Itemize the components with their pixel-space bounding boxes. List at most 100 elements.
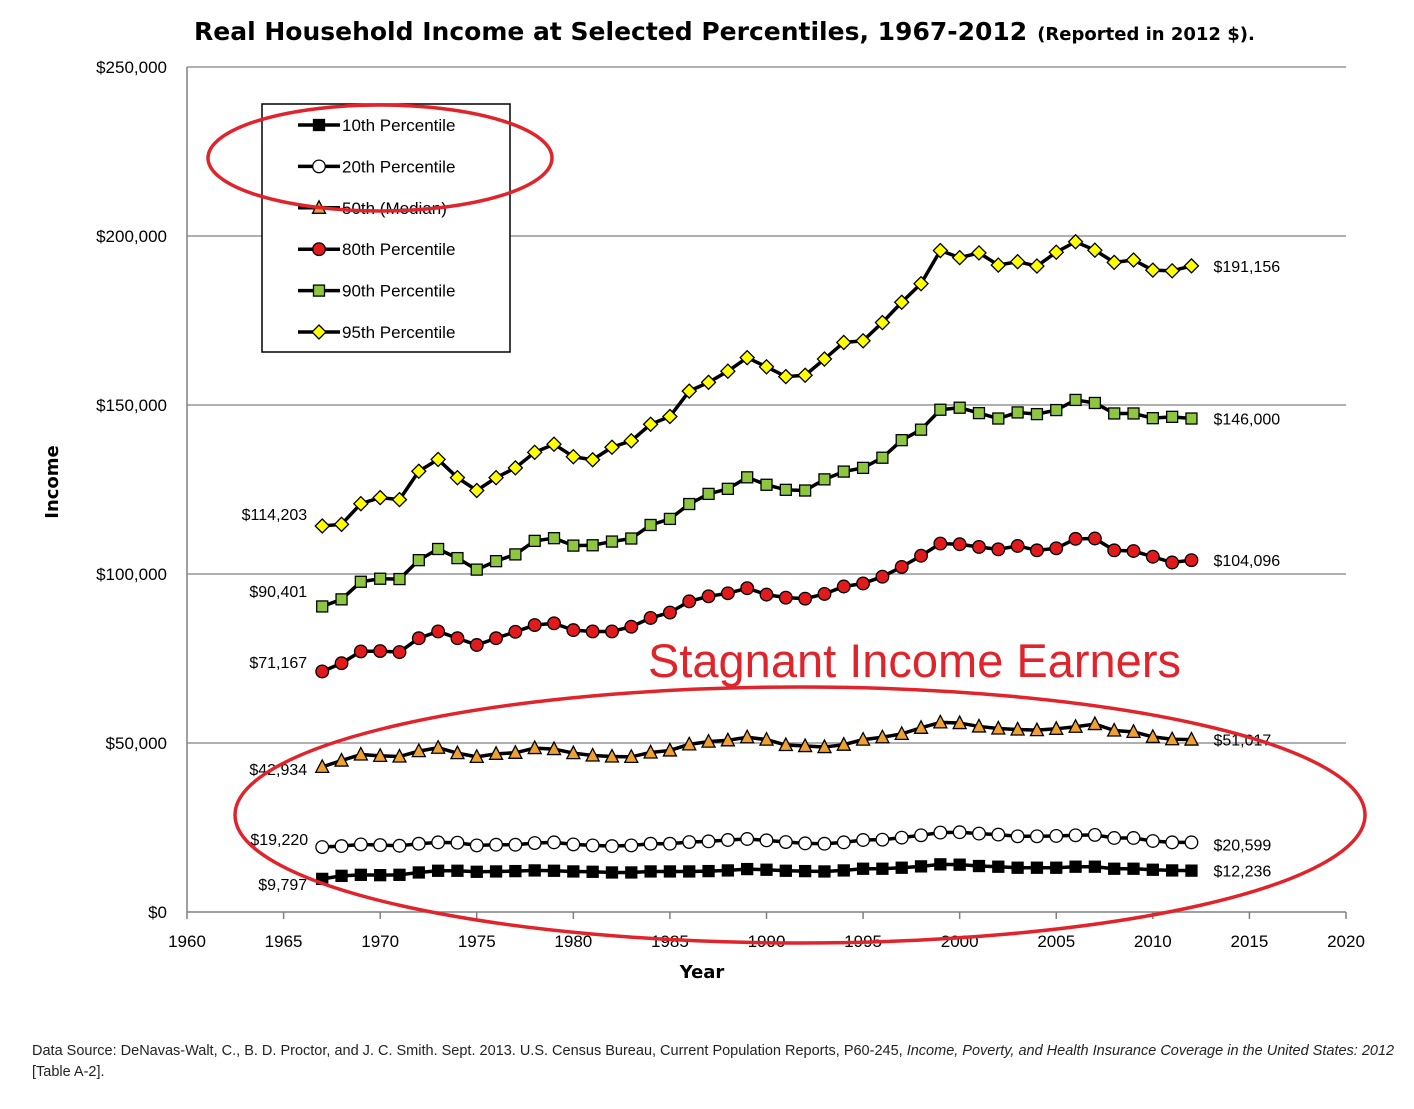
data-point (528, 864, 541, 877)
series-90th-percentile (316, 393, 1198, 613)
data-point (683, 865, 696, 878)
data-point (914, 828, 928, 843)
data-point (391, 748, 408, 763)
data-point (468, 482, 485, 499)
data-point (1164, 262, 1181, 279)
x-tick-label: 2005 (1037, 932, 1075, 951)
data-point (913, 275, 929, 292)
data-point (972, 406, 986, 420)
data-point (527, 618, 542, 632)
data-point (354, 868, 368, 881)
data-point (683, 497, 696, 511)
data-point (720, 586, 735, 601)
data-point (972, 826, 986, 841)
y-tick-label: $50,000 (106, 734, 167, 753)
data-point (933, 825, 948, 840)
data-point (489, 631, 504, 646)
data-point (991, 542, 1006, 557)
data-point (934, 403, 947, 416)
data-point (625, 866, 638, 879)
data-point (700, 733, 717, 748)
series-end-label: $12,236 (1213, 864, 1271, 881)
data-point (1165, 835, 1180, 850)
source-text: Data Source: DeNavas-Walt, C., B. D. Pro… (32, 1043, 907, 1059)
y-axis-ticks: $0 $50,000 $100,000 $150,000 $200,000 $250,00… (96, 58, 167, 922)
legend-item: 10th Percentile (298, 116, 455, 135)
legend-label: 20th Percentile (342, 157, 455, 176)
data-point (1164, 730, 1180, 746)
series-start-label: $9,797 (258, 877, 307, 894)
data-point (451, 551, 464, 565)
data-point (1183, 257, 1200, 274)
data-point (1087, 531, 1102, 546)
data-point (953, 858, 966, 871)
data-point (1067, 233, 1084, 250)
data-point (1184, 553, 1199, 568)
legend-label: 95th Percentile (342, 323, 455, 342)
data-point (661, 408, 678, 425)
data-point (1050, 861, 1063, 874)
data-point (856, 576, 871, 591)
data-point (914, 860, 928, 873)
data-point (353, 837, 368, 852)
data-point (586, 539, 599, 552)
data-point (817, 586, 832, 601)
data-point (835, 334, 852, 351)
data-point (797, 737, 813, 753)
data-point (856, 833, 871, 847)
data-point (431, 835, 446, 850)
data-point (1010, 829, 1025, 844)
data-point (624, 619, 639, 634)
data-point (1107, 543, 1122, 558)
data-point (431, 542, 445, 556)
data-point (469, 638, 484, 652)
data-point (1050, 403, 1063, 417)
legend-label: 90th Percentile (342, 282, 455, 301)
legend-highlight-ellipse (206, 103, 554, 213)
data-point (992, 860, 1005, 873)
data-point (508, 624, 523, 639)
data-point (604, 748, 620, 763)
data-point (759, 833, 774, 848)
series-end-label: $51,017 (1213, 733, 1271, 750)
data-point (314, 518, 331, 534)
x-tick-label: 1980 (554, 932, 592, 951)
data-point (333, 752, 350, 767)
data-point (488, 469, 504, 486)
data-point (315, 664, 330, 679)
data-point (875, 832, 890, 847)
data-point (431, 864, 445, 877)
data-point (1086, 242, 1103, 259)
data-point (411, 836, 426, 851)
data-point (391, 491, 408, 508)
data-point (605, 624, 619, 639)
data-point (895, 434, 908, 447)
data-point (663, 512, 677, 526)
data-point (451, 864, 464, 877)
data-point (798, 864, 812, 878)
data-point (875, 569, 890, 584)
data-point (778, 835, 793, 849)
legend-marker (311, 324, 327, 340)
data-point (1166, 864, 1179, 877)
series-line (321, 720, 1192, 769)
data-point (566, 837, 581, 852)
data-point (1183, 731, 1200, 746)
data-point (856, 461, 870, 475)
data-point (991, 827, 1006, 842)
data-point (700, 374, 717, 391)
data-point (721, 482, 735, 495)
series-line (322, 239, 1192, 528)
data-point (333, 516, 350, 533)
data-point (1145, 728, 1161, 744)
data-point (335, 593, 348, 606)
data-point (836, 835, 851, 850)
data-point (681, 383, 698, 400)
data-point (469, 838, 484, 853)
data-point (874, 314, 891, 331)
data-point (971, 718, 987, 733)
data-point (509, 864, 522, 878)
data-point (643, 744, 659, 759)
y-tick-label: $0 (148, 903, 167, 922)
data-point (489, 865, 503, 878)
